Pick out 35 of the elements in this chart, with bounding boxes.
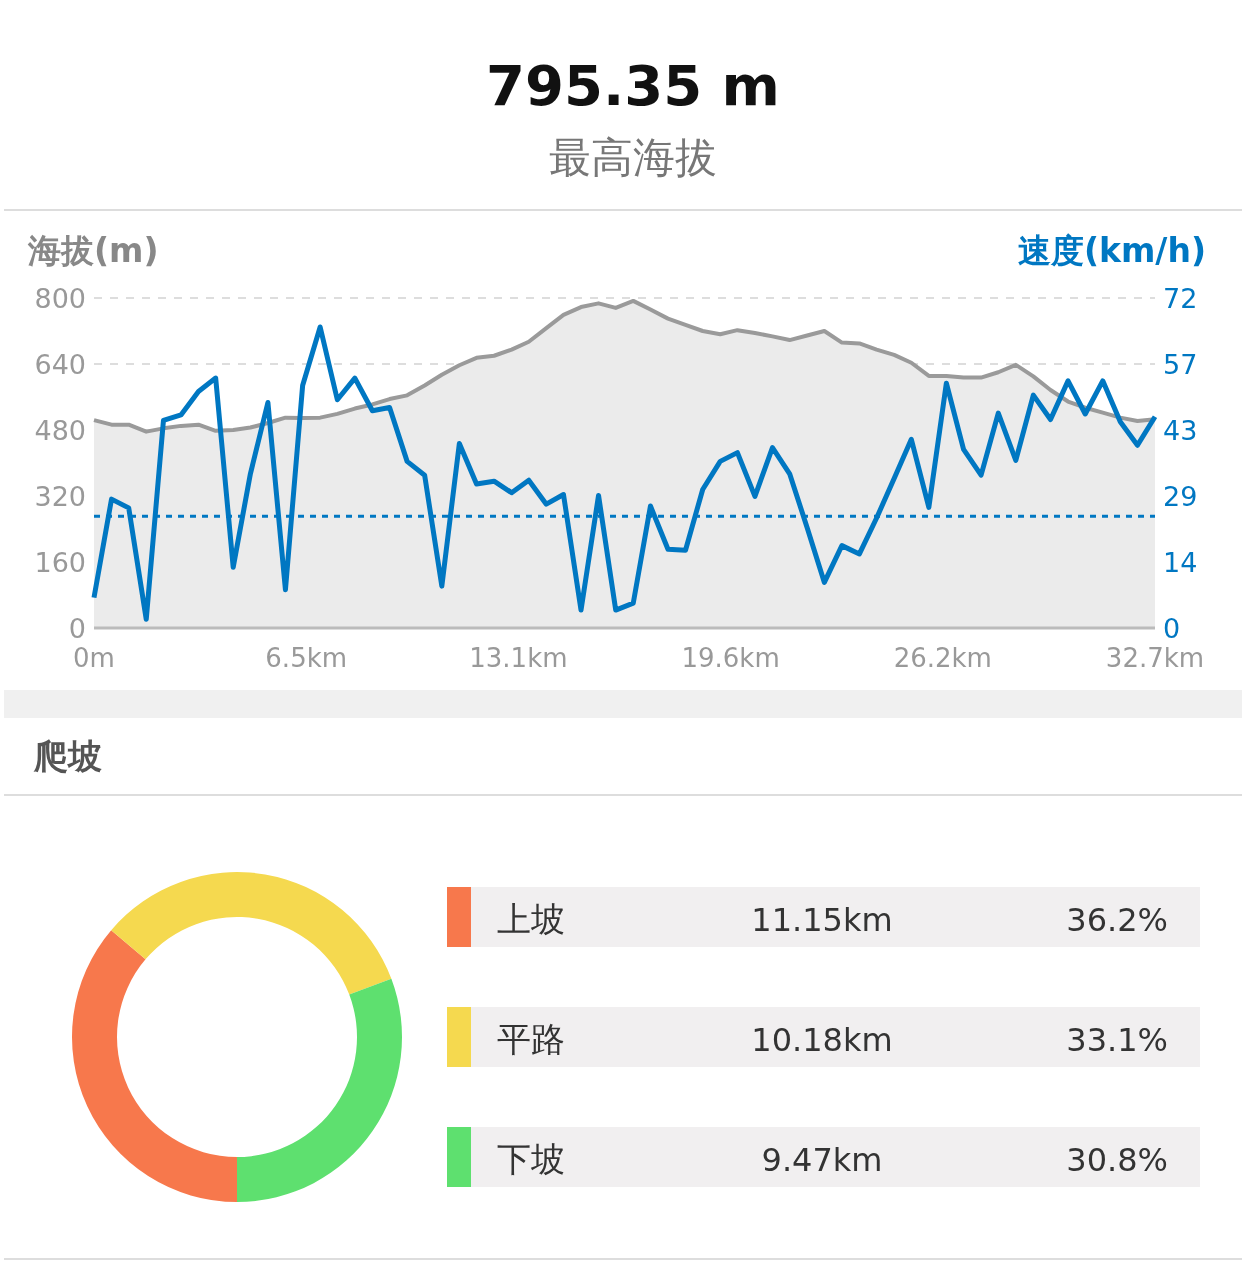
x-tick-label: 0m bbox=[73, 643, 115, 673]
chart-title: 爬坡 bbox=[33, 736, 102, 776]
y-axis-title: 海拔(m) bbox=[27, 231, 159, 270]
x-tick-label: 19.6km bbox=[681, 643, 780, 673]
x-tick-label: 13.1km bbox=[469, 643, 568, 673]
x-tick-label: 32.7km bbox=[1105, 643, 1205, 673]
y-tick-label: 640 bbox=[34, 349, 86, 380]
y2-tick-label: 14 bbox=[1163, 547, 1198, 578]
data-label: 11.15km bbox=[751, 901, 893, 939]
y-tick-label: 480 bbox=[34, 415, 86, 446]
donut-slice bbox=[111, 872, 392, 995]
y2-tick-label: 29 bbox=[1163, 481, 1198, 512]
y2-axis-title: 速度(km/h) bbox=[1017, 231, 1206, 270]
data-label: 10.18km bbox=[751, 1021, 893, 1059]
donut-slice bbox=[72, 930, 237, 1202]
y2-tick-label: 0 bbox=[1163, 613, 1181, 644]
text: 30.8% bbox=[1066, 1141, 1168, 1179]
x-tick-label: 6.5km bbox=[265, 643, 348, 673]
legend-label: 上坡 bbox=[497, 899, 565, 939]
legend-label: 下坡 bbox=[497, 1139, 565, 1179]
y-tick-label: 160 bbox=[34, 547, 86, 578]
y2-tick-label: 72 bbox=[1163, 283, 1198, 314]
y-tick-label: 0 bbox=[68, 613, 86, 644]
chart-title: 795.35 m bbox=[486, 53, 780, 118]
data-label: 9.47km bbox=[761, 1141, 883, 1179]
y2-tick-label: 57 bbox=[1163, 349, 1198, 380]
y-tick-label: 320 bbox=[34, 481, 86, 512]
chart-subtitle: 最高海拔 bbox=[549, 133, 717, 182]
donut-slice bbox=[237, 978, 402, 1202]
text: 33.1% bbox=[1066, 1021, 1168, 1059]
x-tick-label: 26.2km bbox=[893, 643, 992, 673]
legend-label: 平路 bbox=[497, 1019, 565, 1059]
text: 36.2% bbox=[1066, 901, 1168, 939]
y-tick-label: 800 bbox=[34, 283, 86, 314]
y2-tick-label: 43 bbox=[1163, 415, 1198, 446]
